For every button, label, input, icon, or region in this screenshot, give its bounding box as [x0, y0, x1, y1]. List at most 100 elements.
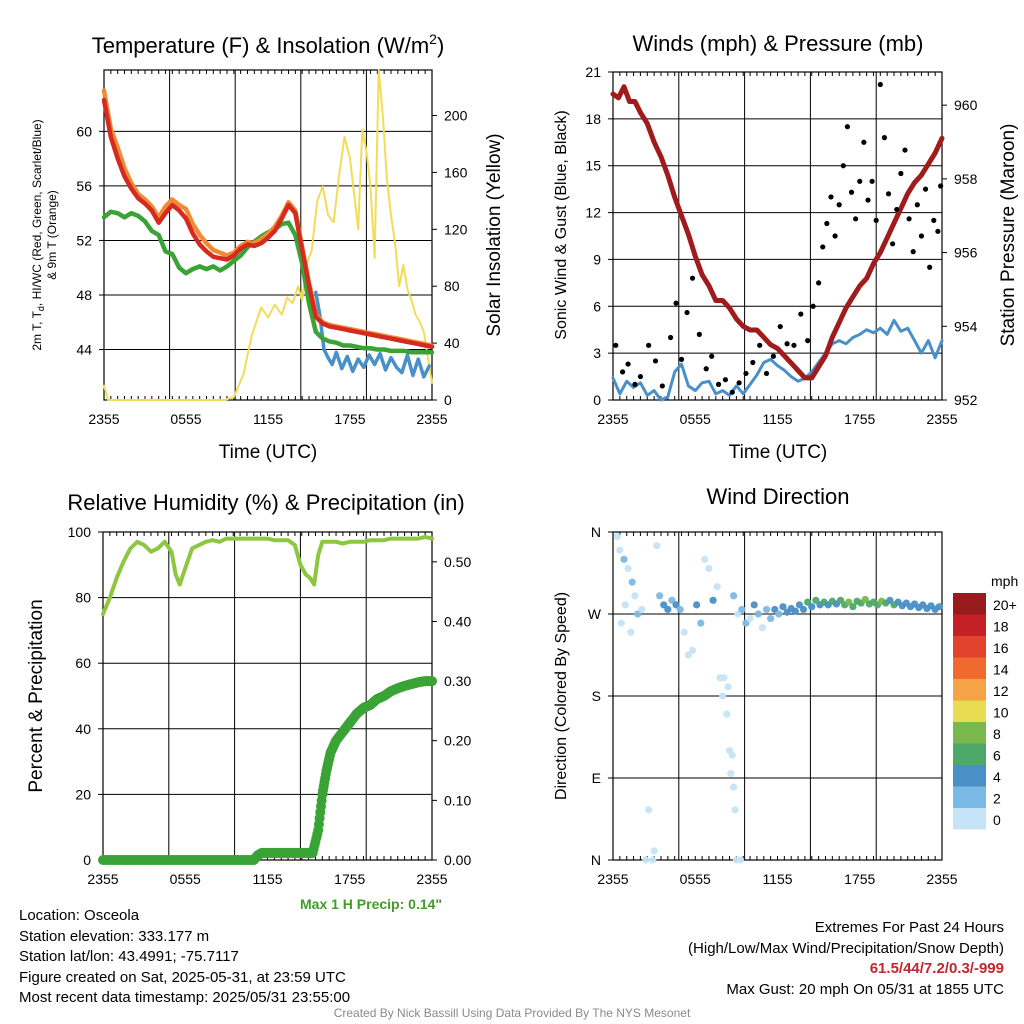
direction-point — [736, 856, 745, 864]
x-tick-label: 2355 — [87, 871, 118, 887]
y-tick-label: 15 — [585, 158, 601, 174]
direction-point — [779, 603, 787, 611]
y-tick-label: 6 — [593, 298, 601, 314]
station-info: Location: Osceola Station elevation: 333… — [19, 906, 350, 1009]
legend-swatch — [953, 700, 986, 722]
gust-point — [619, 369, 626, 375]
direction-point — [701, 555, 709, 563]
direction-point — [808, 603, 816, 611]
y-right-tick-label: 958 — [954, 171, 978, 187]
extremes-values: 61.5/44/7.2/0.3/-999 — [869, 960, 1004, 977]
gust-point — [935, 228, 941, 234]
gust-point — [770, 353, 776, 359]
gust-point — [938, 183, 944, 189]
gust-point — [857, 178, 863, 184]
y-tick-label: 52 — [76, 232, 92, 248]
y-right-tick-label: 0.10 — [444, 792, 471, 808]
x-tick-label: 2355 — [926, 411, 957, 427]
extremes-block: Extremes For Past 24 Hours (High/Low/Max… — [688, 918, 1004, 1000]
direction-point — [613, 532, 621, 541]
legend-label: 14 — [993, 662, 1009, 678]
y-right-tick-label: 0 — [444, 392, 452, 408]
x-tick-label: 1755 — [844, 871, 875, 887]
gust-point — [722, 377, 729, 383]
direction-point — [624, 564, 632, 573]
x-tick-label: 1755 — [844, 411, 875, 427]
direction-point — [754, 610, 762, 618]
gust-point — [659, 383, 665, 389]
gust-point — [757, 342, 763, 348]
y-tick-label: 56 — [76, 178, 92, 194]
chart-title: Relative Humidity (%) & Precipitation (i… — [67, 490, 464, 515]
y-right-tick-label: 0.50 — [444, 554, 471, 570]
direction-point — [645, 806, 653, 814]
direction-point — [730, 783, 738, 791]
x-axis-label: Time (UTC) — [219, 442, 318, 463]
temperature-insolation-panel: 2355 0555 1155 1755 2355 44 48 52 56 60 0 40 80 120 16… — [30, 31, 505, 463]
direction-point — [649, 856, 657, 864]
station-location: Location: Osceola — [19, 907, 140, 924]
direction-point — [731, 806, 739, 814]
y-tick-label: 60 — [75, 655, 91, 671]
direction-point — [723, 710, 731, 718]
relative-humidity-line — [101, 534, 434, 616]
gust-point — [625, 361, 631, 367]
direction-point — [775, 610, 783, 618]
gust-point — [613, 342, 619, 348]
chart-title: Temperature (F) & Insolation (W/m2) — [92, 31, 445, 58]
legend-swatch — [953, 679, 986, 701]
gust-point — [914, 202, 920, 208]
gust-point — [906, 216, 912, 222]
y-tick-label: 18 — [585, 111, 601, 127]
direction-point — [642, 856, 650, 864]
y-tick-label: 20 — [75, 786, 91, 802]
x-tick-label: 1755 — [334, 411, 365, 427]
chart-title-superscript: 2 — [429, 31, 437, 47]
y-right-tick-label: 0.00 — [444, 852, 471, 868]
gust-point — [902, 147, 908, 153]
extremes-subtitle: (High/Low/Max Wind/Precipitation/Snow De… — [688, 939, 1004, 957]
gust-point — [810, 303, 816, 309]
gust-point — [715, 381, 722, 387]
gust-point — [844, 124, 851, 130]
gust-point — [910, 249, 916, 255]
y-tick-label: W — [588, 606, 602, 622]
gust-point — [820, 244, 826, 250]
gust-point — [832, 233, 838, 239]
legend-label: 20+ — [993, 597, 1017, 613]
y-axis-label-part: , HI/WC (Red, Green, Scarlet/Blue) — [30, 119, 44, 306]
direction-point — [664, 605, 672, 614]
y-tick-label: S — [592, 688, 601, 704]
direction-point — [693, 601, 701, 609]
gust-point — [869, 178, 875, 184]
gust-point — [632, 381, 638, 387]
max-hourly-precip-label: Max 1 H Precip: 0.14" — [300, 896, 443, 912]
gust-point — [894, 206, 900, 213]
x-tick-label: 2355 — [416, 411, 447, 427]
gust-point — [890, 241, 896, 247]
direction-point — [767, 614, 775, 623]
temp-2m-line — [101, 97, 435, 350]
direction-point — [758, 624, 767, 632]
y-axis-label: Percent & Precipitation — [26, 599, 47, 792]
y-right-tick-label: 956 — [954, 245, 978, 261]
station-pressure-line — [610, 84, 945, 381]
legend-swatch — [953, 722, 986, 744]
legend-label: 4 — [993, 769, 1001, 785]
y-tick-label: 12 — [585, 205, 601, 221]
chart-title-end: ) — [437, 33, 444, 58]
direction-point — [719, 692, 727, 700]
x-tick-label: 1155 — [762, 411, 792, 427]
gust-point — [646, 342, 652, 348]
gust-point — [652, 358, 659, 364]
y-tick-label: 100 — [68, 524, 92, 540]
gust-point — [684, 309, 690, 316]
direction-point — [799, 605, 808, 614]
legend-label: 6 — [993, 748, 1001, 764]
y-tick-label: E — [592, 770, 601, 786]
legend-swatch — [953, 593, 986, 615]
winds-pressure-panel: 2355 0555 1155 1755 2355 0 3 6 9 12 15 18 21 952 954 95… — [553, 31, 1019, 463]
y-right-tick-label: 80 — [444, 278, 460, 294]
gust-point — [736, 380, 742, 386]
direction-point — [750, 601, 758, 609]
